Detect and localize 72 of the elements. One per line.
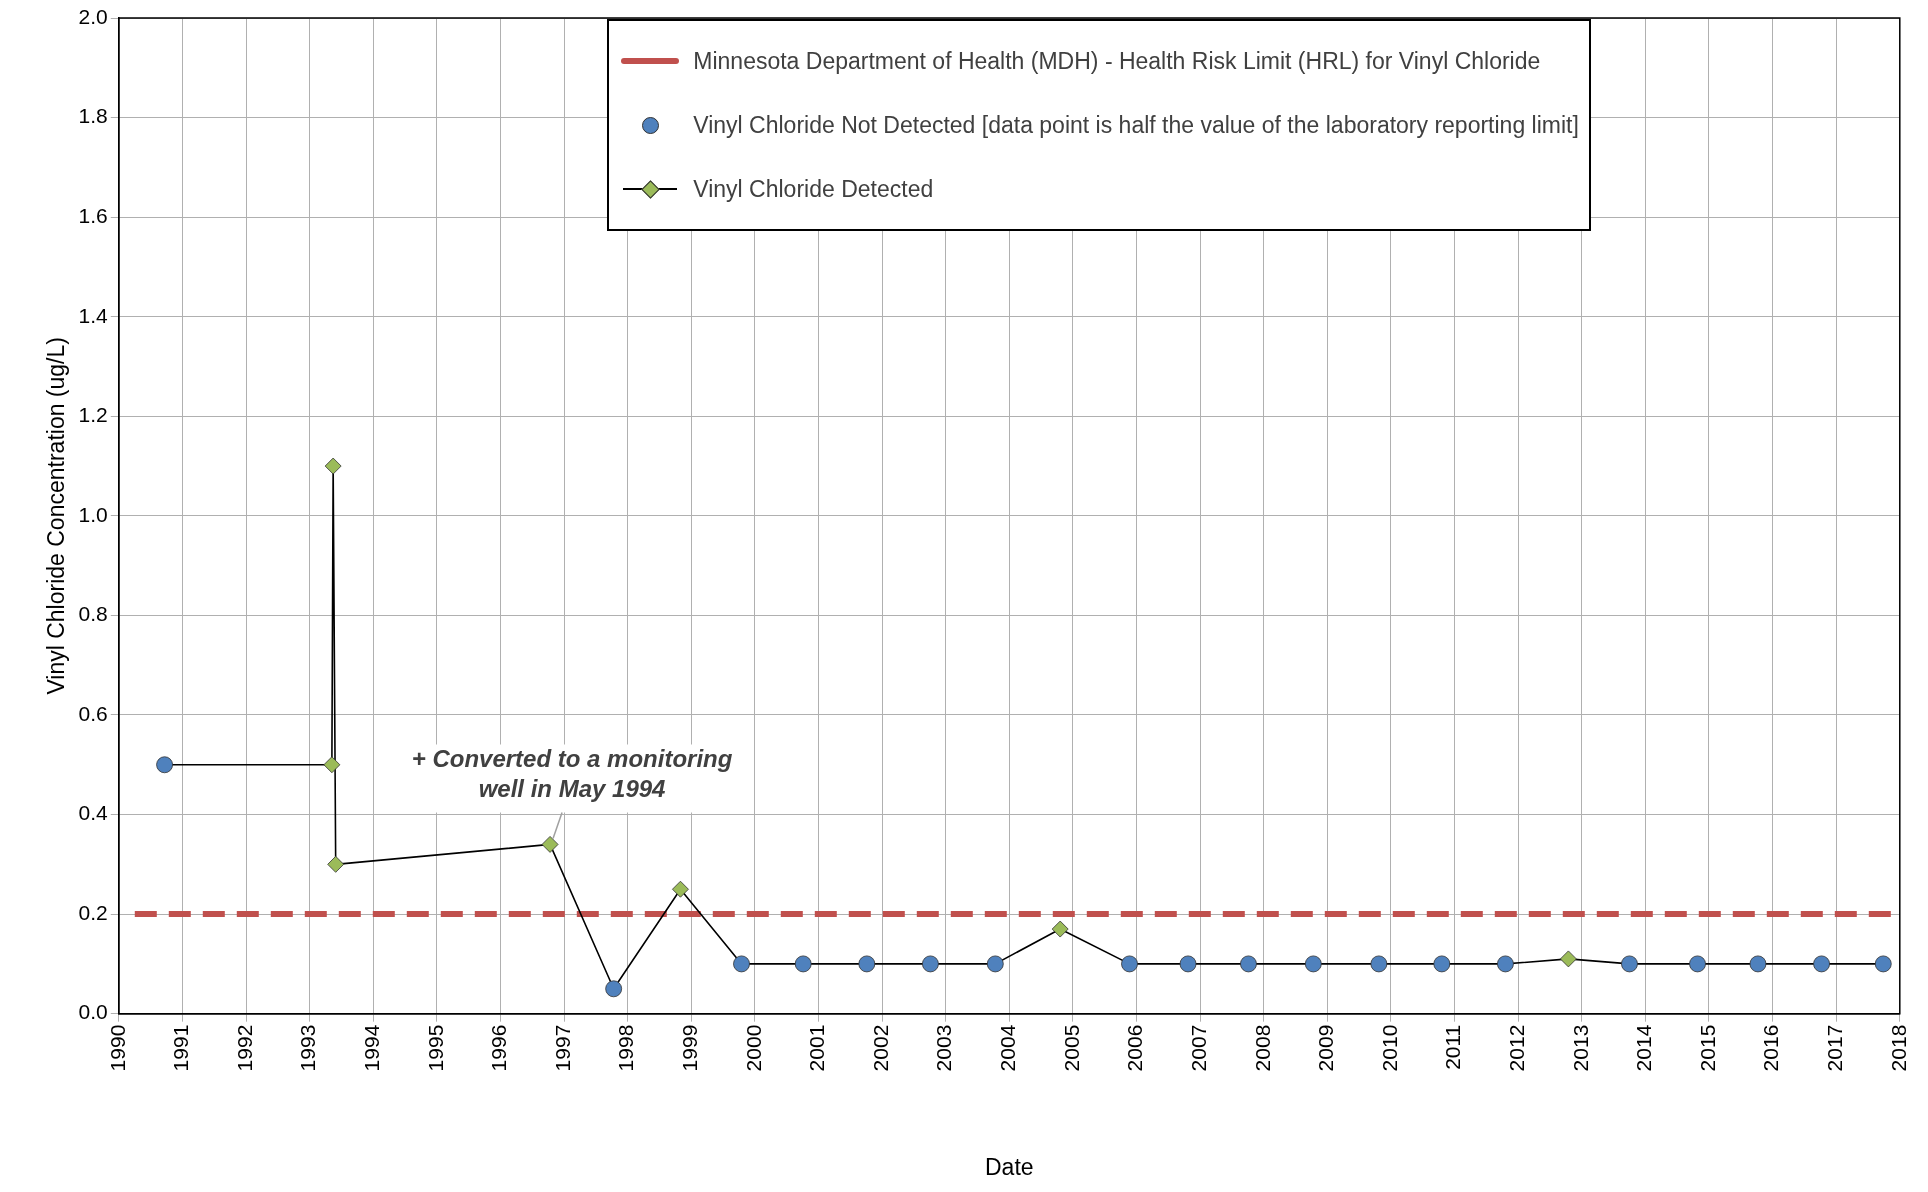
- x-tick-label: 2012: [1504, 1024, 1528, 1072]
- x-tick-label: 2016: [1759, 1024, 1783, 1072]
- y-tick-label: 0.8: [78, 602, 108, 626]
- annotation: + Converted to a monitoring well in May 1994: [411, 745, 733, 803]
- point: [1051, 920, 1069, 938]
- point: [1560, 950, 1577, 968]
- point: [156, 756, 173, 774]
- x-tick-label: 1999: [678, 1024, 702, 1072]
- point: [1621, 955, 1638, 973]
- y-axis-title: Vinyl Chloride Concentration (ug/L): [43, 337, 70, 695]
- x-tick-label: 2018: [1886, 1024, 1910, 1072]
- legend-label: Vinyl Chloride Not Detected [data point is half the value of the laboratory reporting limit]: [693, 111, 1579, 139]
- y-tick-label: 2.0: [78, 4, 108, 28]
- y-tick-label: 0.0: [78, 1000, 108, 1024]
- y-tick-label: 0.4: [78, 801, 109, 825]
- x-tick-label: 2002: [868, 1024, 892, 1072]
- point: [986, 955, 1004, 973]
- x-tick-label: 2009: [1314, 1024, 1338, 1072]
- x-tick-label: 2010: [1377, 1024, 1401, 1072]
- x-tick-label: 2007: [1186, 1024, 1210, 1072]
- point: [605, 980, 623, 998]
- point: [922, 955, 939, 973]
- x-axis-title: Date: [985, 1153, 1034, 1180]
- x-tick-label: 2008: [1250, 1024, 1274, 1072]
- point: [1749, 955, 1767, 973]
- y-tick-label: 0.2: [78, 900, 108, 924]
- x-tick-label: 2006: [1123, 1024, 1147, 1072]
- x-tick-label: 2003: [932, 1024, 956, 1072]
- x-tick-label: 2004: [996, 1024, 1020, 1072]
- y-tick-label: 1.0: [78, 502, 108, 526]
- x-tick-label: 1992: [232, 1024, 256, 1072]
- legend-label: Vinyl Chloride Detected: [693, 175, 934, 203]
- point: [541, 836, 559, 853]
- x-tick-label: 2005: [1059, 1024, 1083, 1072]
- point: [1433, 955, 1451, 973]
- point: [1497, 955, 1514, 973]
- point: [1689, 955, 1706, 973]
- x-tick-label: 2015: [1695, 1024, 1719, 1072]
- y-tick-label: 1.8: [78, 104, 108, 128]
- point: [327, 855, 345, 873]
- x-tick-label: 1993: [296, 1024, 320, 1072]
- x-tick-label: 2013: [1568, 1024, 1592, 1072]
- x-tick-label: 1995: [423, 1024, 447, 1072]
- point: [1874, 955, 1892, 973]
- point: [1121, 955, 1138, 973]
- point: [858, 955, 876, 973]
- point: [794, 955, 812, 973]
- y-tick-label: 1.6: [78, 203, 108, 227]
- x-tick-label: 1998: [614, 1024, 638, 1072]
- y-tick-label: 0.6: [78, 701, 108, 725]
- y-tick-label: 1.2: [78, 403, 108, 427]
- x-tick-label: 2000: [741, 1024, 765, 1072]
- x-tick-label: 2011: [1441, 1024, 1465, 1070]
- point: [1179, 955, 1197, 973]
- point: [1304, 955, 1322, 973]
- y-tick-label: 1.4: [78, 303, 109, 327]
- point: [323, 756, 341, 774]
- x-tick-label: 2001: [805, 1024, 829, 1072]
- point: [324, 457, 342, 475]
- x-tick-label: 1994: [360, 1024, 384, 1072]
- point: [1240, 955, 1257, 973]
- x-tick-label: 1996: [487, 1024, 511, 1072]
- x-tick-label: 2017: [1822, 1024, 1846, 1072]
- x-tick-label: 2014: [1632, 1024, 1656, 1072]
- point: [1370, 955, 1388, 973]
- point: [1813, 955, 1830, 973]
- x-tick-label: 1990: [105, 1024, 129, 1072]
- legend-label: Minnesota Department of Health (MDH) - Health Risk Limit (HRL) for Vinyl Chloride: [693, 47, 1541, 75]
- point: [733, 955, 750, 973]
- x-tick-label: 1997: [550, 1024, 574, 1072]
- point: [672, 880, 689, 898]
- x-tick-label: 1991: [169, 1024, 193, 1072]
